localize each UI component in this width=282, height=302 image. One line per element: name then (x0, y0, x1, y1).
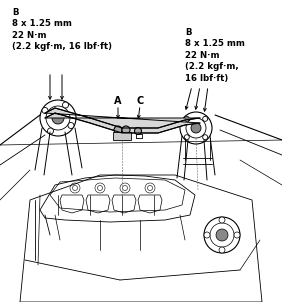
Circle shape (68, 123, 74, 128)
Circle shape (204, 232, 210, 238)
Circle shape (52, 112, 64, 124)
Circle shape (234, 232, 240, 238)
Circle shape (42, 108, 48, 114)
Text: A: A (114, 96, 122, 106)
Circle shape (114, 126, 122, 134)
Circle shape (216, 229, 228, 241)
Circle shape (47, 128, 54, 134)
Circle shape (203, 135, 208, 140)
Circle shape (203, 116, 208, 121)
Circle shape (219, 247, 225, 253)
Polygon shape (45, 108, 200, 133)
Polygon shape (113, 132, 131, 140)
Circle shape (184, 135, 189, 140)
Text: B
8 x 1.25 mm
22 N·m
(2.2 kgf·m, 16 lbf·ft): B 8 x 1.25 mm 22 N·m (2.2 kgf·m, 16 lbf·… (12, 8, 112, 51)
Circle shape (135, 127, 142, 134)
Text: B
8 x 1.25 mm
22 N·m
(2.2 kgf·m,
16 lbf·ft): B 8 x 1.25 mm 22 N·m (2.2 kgf·m, 16 lbf·… (185, 28, 245, 83)
Circle shape (122, 126, 130, 134)
Text: C: C (136, 96, 144, 106)
Circle shape (219, 217, 225, 223)
Circle shape (191, 123, 201, 133)
Circle shape (63, 102, 69, 108)
Circle shape (184, 116, 189, 121)
